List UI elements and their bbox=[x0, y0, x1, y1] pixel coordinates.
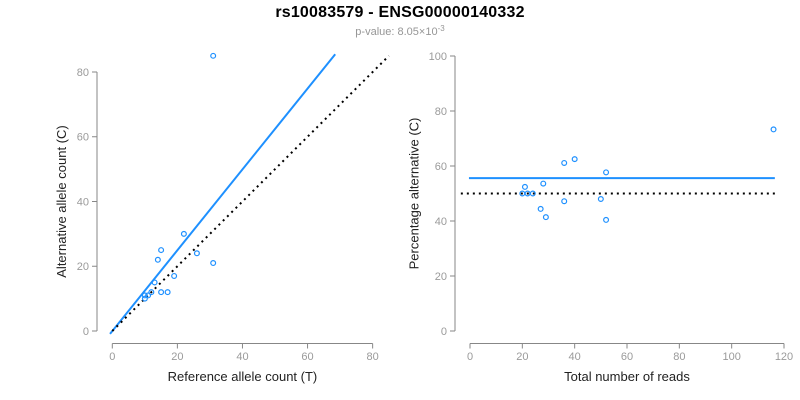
data-point bbox=[148, 289, 155, 296]
data-point bbox=[151, 279, 158, 286]
data-point bbox=[603, 169, 610, 176]
x-tick-label: 0 bbox=[467, 351, 473, 363]
pvalue-exponent: -3 bbox=[437, 24, 445, 33]
pvalue-text: p-value: 8.05×10 bbox=[355, 26, 438, 38]
x-axis-title: Total number of reads bbox=[564, 369, 690, 384]
data-point bbox=[193, 250, 200, 257]
data-point bbox=[210, 52, 217, 59]
data-point bbox=[537, 205, 544, 212]
data-point bbox=[210, 260, 217, 267]
data-point bbox=[158, 289, 165, 296]
y-tick-label: 20 bbox=[77, 261, 89, 273]
data-point bbox=[540, 180, 547, 187]
y-axis-title: Alternative allele count (C) bbox=[54, 125, 69, 277]
y-tick-label: 40 bbox=[77, 196, 89, 208]
x-axis-title: Reference allele count (T) bbox=[168, 369, 318, 384]
data-point bbox=[180, 230, 187, 237]
x-tick-label: 60 bbox=[621, 351, 633, 363]
identity-line bbox=[111, 55, 390, 332]
y-tick-label: 20 bbox=[435, 271, 447, 283]
percentage-plot: 0 20 40 60 80 100 120 0 20 40 60 80 100 Total number … bbox=[407, 51, 794, 384]
y-tick-label: 60 bbox=[435, 161, 447, 173]
x-tick-label: 20 bbox=[516, 351, 528, 363]
x-tick-label: 120 bbox=[775, 351, 793, 363]
data-point bbox=[141, 295, 148, 302]
data-point bbox=[603, 216, 610, 223]
x-tick-label: 40 bbox=[569, 351, 581, 363]
allele-count-plot: 0 20 40 60 80 0 20 40 60 80 Reference allele count… bbox=[54, 52, 390, 384]
data-point bbox=[561, 198, 568, 205]
x-tick-label: 40 bbox=[236, 351, 248, 363]
x-tick-label: 80 bbox=[367, 351, 379, 363]
data-point bbox=[561, 159, 568, 166]
x-tick-label: 80 bbox=[673, 351, 685, 363]
y-tick-label: 80 bbox=[435, 106, 447, 118]
data-point bbox=[597, 196, 604, 203]
y-tick-label: 100 bbox=[429, 51, 447, 63]
pvalue-subtitle: p-value: 8.05×10-3 bbox=[0, 24, 800, 38]
data-point bbox=[145, 292, 152, 299]
data-point bbox=[521, 183, 528, 190]
x-tick-label: 100 bbox=[722, 351, 740, 363]
x-tick-label: 20 bbox=[171, 351, 183, 363]
data-point bbox=[571, 156, 578, 163]
y-tick-label: 40 bbox=[435, 216, 447, 228]
page-title: rs10083579 - ENSG00000140332 bbox=[275, 4, 525, 21]
y-tick-label: 60 bbox=[77, 132, 89, 144]
data-point bbox=[158, 247, 165, 254]
x-tick-label: 60 bbox=[301, 351, 313, 363]
data-point bbox=[154, 256, 161, 263]
y-axis-title: Percentage alternative (C) bbox=[407, 118, 422, 270]
data-point bbox=[164, 289, 171, 296]
data-point bbox=[770, 126, 777, 133]
y-tick-label: 80 bbox=[77, 67, 89, 79]
data-point bbox=[529, 190, 536, 197]
y-tick-label: 0 bbox=[441, 326, 447, 338]
data-point bbox=[141, 292, 148, 299]
x-tick-label: 0 bbox=[109, 351, 115, 363]
y-tick-label: 0 bbox=[83, 326, 89, 338]
data-point bbox=[542, 214, 549, 221]
fit-line bbox=[109, 53, 336, 335]
data-point bbox=[171, 272, 178, 279]
